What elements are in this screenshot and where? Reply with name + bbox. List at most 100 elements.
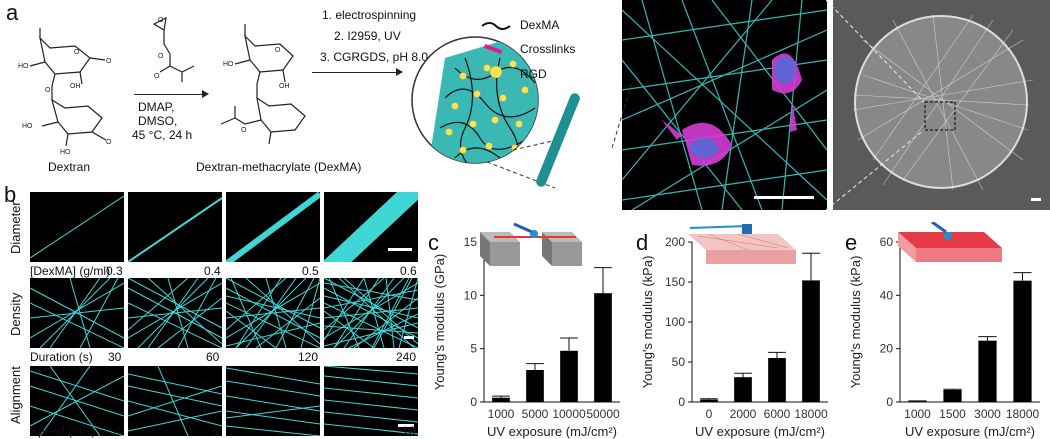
y-tick-label: 15 — [464, 235, 478, 249]
param-value: 60 — [206, 350, 220, 364]
density-tile — [324, 278, 418, 348]
reaction-arrow-1 — [134, 94, 206, 95]
y-tick-label: 40 — [880, 288, 894, 302]
chart-e: 0 20 40 60 1000 1500 3000 18000 UV exposure (mJ/… — [848, 235, 1040, 439]
svg-text:HO: HO — [223, 61, 234, 68]
y-axis-label: Young's modulus (GPa) — [432, 254, 447, 390]
param-value: 0.5 — [302, 264, 319, 278]
y-tick-label: 0 — [886, 395, 893, 409]
bar — [802, 280, 820, 402]
svg-text:O: O — [106, 58, 112, 65]
bar — [700, 399, 718, 402]
dexma-structure: HO OH O O — [220, 24, 306, 145]
density-tile — [226, 278, 320, 348]
x-tick-label: 10000 — [552, 407, 586, 421]
param-value: 6 — [212, 424, 219, 438]
scale-bar — [754, 196, 814, 199]
x-tick-label: 18000 — [794, 407, 828, 421]
alignment-tile — [324, 366, 418, 436]
param-speed: Speed (m/s) — [30, 424, 96, 438]
x-tick-label: 5000 — [522, 407, 549, 421]
y-tick-label: 50 — [672, 355, 686, 369]
svg-text:O: O — [106, 139, 112, 146]
panel-label-e: e — [845, 230, 858, 255]
param-duration: Duration (s) — [30, 350, 93, 364]
step-2: 2. I2959, UV — [334, 29, 401, 43]
svg-text:O: O — [158, 53, 164, 60]
condition-1: DMAP, — [138, 100, 175, 114]
arrowhead-1-icon — [202, 90, 209, 98]
row-title-alignment: Alignment — [8, 366, 23, 424]
dextran-structure: HO O OH O HO HO O O — [18, 28, 112, 156]
svg-text:O: O — [241, 127, 247, 134]
bar — [943, 390, 962, 402]
bar — [526, 370, 544, 402]
bar — [734, 377, 752, 402]
arrowhead-2-icon — [396, 68, 403, 76]
param-concentration: [DexMA] (g/ml) — [30, 264, 111, 278]
density-tile — [30, 278, 124, 348]
param-value: 0.6 — [400, 264, 417, 278]
x-axis-label: UV exposure (mJ/cm²) — [905, 424, 1035, 439]
y-tick-label: 10 — [464, 288, 478, 302]
y-tick-label: 0 — [678, 395, 685, 409]
svg-text:HO: HO — [22, 123, 33, 130]
x-tick-label: 2000 — [730, 407, 757, 421]
x-tick-label: 1500 — [939, 407, 966, 421]
y-tick-label: 100 — [665, 315, 685, 329]
svg-text:O: O — [154, 73, 160, 80]
condition-2: DMSO, — [138, 114, 178, 128]
y-tick-label: 200 — [665, 235, 685, 249]
cantilever-schematic — [480, 222, 582, 266]
y-tick-label: 20 — [880, 342, 894, 356]
dextran-label: Dextran — [48, 160, 91, 174]
glycidyl-methacrylate-structure: O O O — [152, 16, 195, 82]
alignment-tile — [30, 366, 124, 436]
x-tick-label: 6000 — [764, 407, 791, 421]
scale-bar — [388, 248, 412, 251]
bar — [492, 397, 510, 402]
dexma-label: Dextran-methacrylate (DexMA) — [196, 160, 362, 174]
bar — [978, 340, 997, 402]
svg-text:O: O — [74, 49, 80, 56]
svg-text:O: O — [158, 17, 164, 24]
density-tile — [128, 278, 222, 348]
y-axis-label: Young's modulus (kPa) — [848, 256, 863, 389]
param-value: 0.4 — [204, 264, 221, 278]
param-value: 0.3 — [106, 264, 123, 278]
zoom-lines — [612, 81, 633, 149]
x-tick-label: 1000 — [904, 407, 931, 421]
panel-label-c: c — [428, 230, 439, 255]
y-axis-label: Young's modulus (kPa) — [640, 256, 655, 389]
condition-3: 45 °C, 24 h — [132, 128, 193, 142]
bulk-gel-schematic — [898, 222, 1002, 262]
diameter-tile — [30, 192, 124, 262]
svg-text:O: O — [275, 47, 281, 54]
indentation-schematic — [688, 224, 796, 264]
legend-dexma: DexMA — [520, 18, 560, 32]
y-tick-label: 0 — [470, 395, 477, 409]
legend-crosslinks: Crosslinks — [520, 42, 576, 56]
y-tick-label: 150 — [665, 275, 685, 289]
bar — [768, 358, 786, 402]
step-3: 3. CGRGDS, pH 8.0 — [320, 50, 429, 64]
legend-rgd: RGD — [520, 67, 547, 81]
step-1: 1. electrospinning — [322, 8, 417, 22]
scale-bar — [404, 336, 414, 339]
x-axis-label: UV exposure (mJ/cm²) — [487, 424, 617, 439]
panel-label-d: d — [636, 230, 649, 255]
y-tick-label: 60 — [880, 235, 894, 249]
svg-text:OH: OH — [279, 83, 290, 90]
svg-text:OH: OH — [70, 83, 81, 90]
inset-lines — [826, 0, 925, 210]
x-tick-label: 0 — [706, 407, 713, 421]
panel-label-a: a — [6, 0, 19, 25]
diameter-tile — [324, 192, 418, 262]
param-value: 120 — [298, 350, 319, 364]
alignment-tile — [226, 366, 320, 436]
svg-text:HO: HO — [60, 149, 71, 156]
bar — [908, 401, 927, 402]
param-value: 240 — [396, 350, 417, 364]
row-title-density: Density — [8, 292, 23, 336]
param-value: 10 — [402, 424, 416, 438]
